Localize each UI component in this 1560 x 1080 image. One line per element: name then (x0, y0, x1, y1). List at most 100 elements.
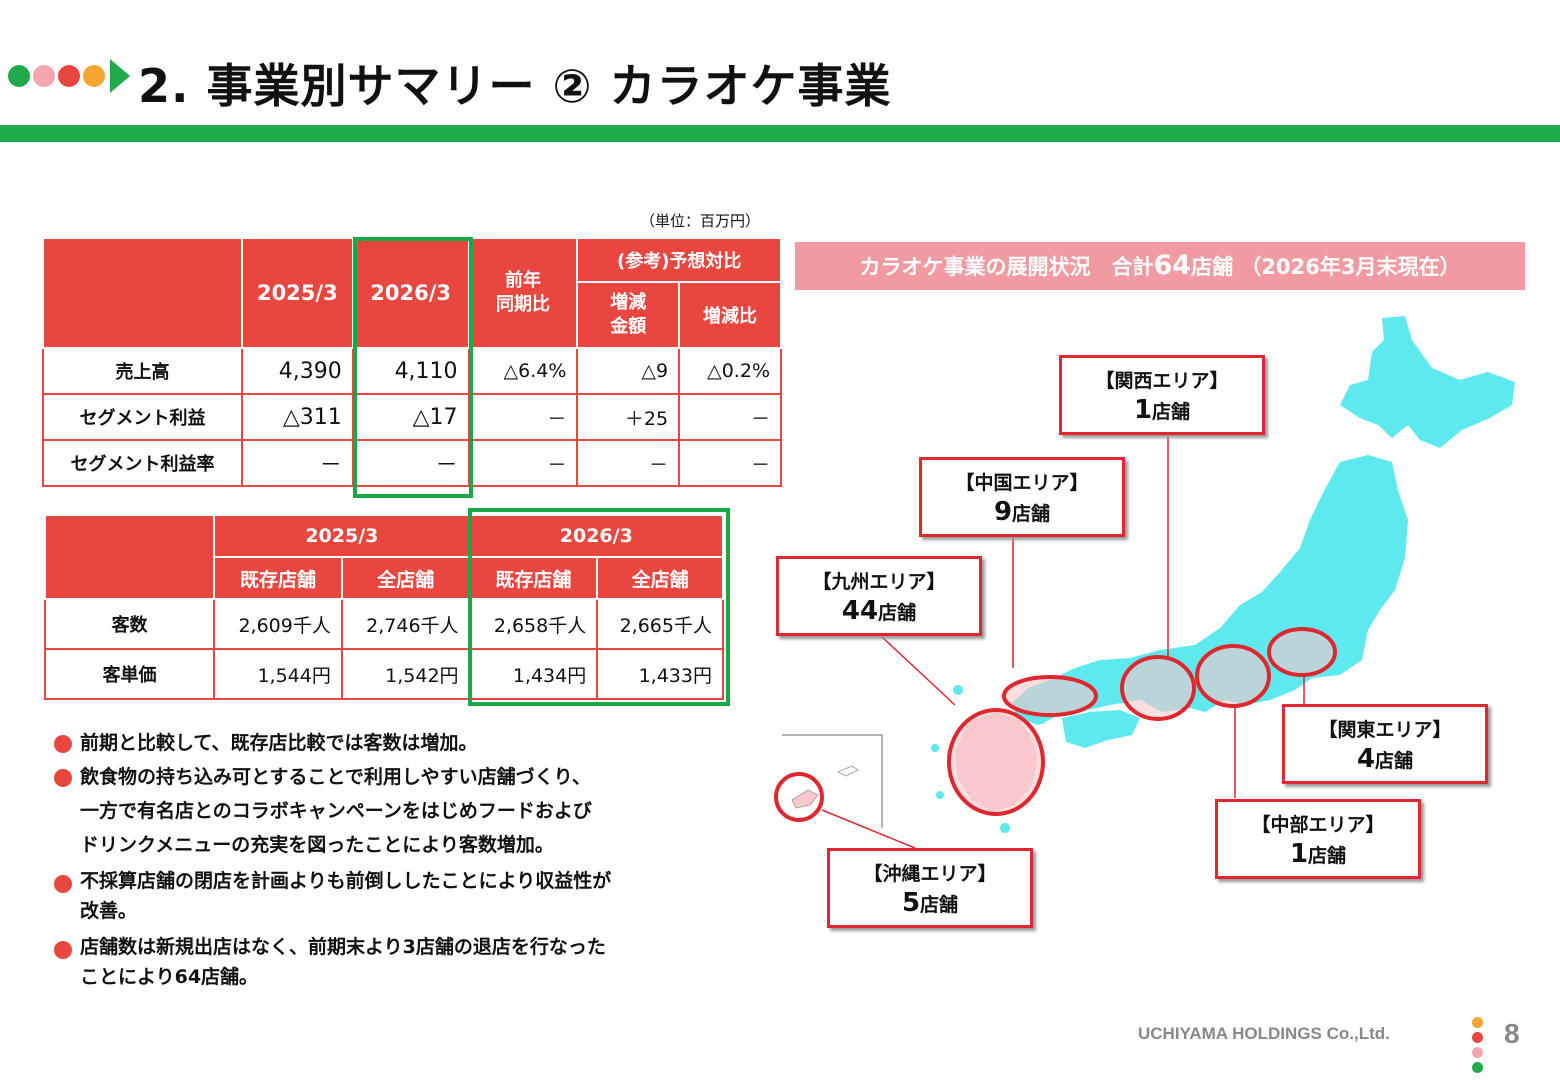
table-cell: 2,665千人 (596, 598, 724, 650)
table-row: 客数 2,609千人 2,746千人 2,658千人 2,665千人 (43, 598, 724, 650)
arrow-right-icon (110, 59, 130, 93)
area-store-unit: 店舗 (878, 602, 917, 624)
table-cell: 2,658千人 (468, 598, 599, 650)
bullet-item: 店舗数は新規出店はなく、前期末より3店舗の退店を行なった ことにより64店舗。 (54, 932, 754, 992)
area-box-kyushu: 【九州エリア】 44店舗 (776, 556, 982, 636)
table-row: 客単価 1,544円 1,542円 1,434円 1,433円 (43, 648, 724, 700)
area-store-count: 9 (993, 497, 1013, 527)
green-dot-icon (8, 65, 30, 87)
banner-text-post: 店舗 （2026年3月末現在） (1191, 255, 1461, 279)
kpi-header-fy2026: 2026/3 (468, 514, 725, 558)
pl-header-ref-diff: 増減 金額 (576, 281, 681, 349)
island-shape (1038, 716, 1046, 724)
bullet-dot-icon (54, 769, 72, 787)
area-store-count: 4 (1356, 744, 1376, 774)
table-cell: 1,542円 (340, 648, 471, 700)
area-box-chugoku: 【中国エリア】 9店舗 (919, 457, 1125, 537)
footer-dot-icon (1472, 1032, 1483, 1043)
kpi-header-existing: 既存店舗 (468, 556, 599, 600)
bullet-line: 前期と比較して、既存店比較では客数は増加。 (80, 732, 478, 754)
area-count: 44店舗 (779, 596, 979, 626)
cell-fy2025: 4,390 (240, 347, 354, 395)
area-count: 5店舗 (830, 888, 1030, 918)
bullet-item: 不採算店舗の閉店を計画よりも前倒ししたことにより収益性が 改善。 (54, 866, 754, 926)
pl-table: 2025/3 2026/3 前年 同期比 (参考)予想対比 増減 金額 増減比 … (42, 237, 782, 487)
area-store-unit: 店舗 (1375, 750, 1414, 772)
shikoku-shape (1062, 710, 1140, 748)
table-cell: 1,434円 (468, 648, 599, 700)
row-label: 売上高 (42, 347, 243, 395)
title-underline (0, 125, 1560, 142)
pl-header-ref-rate: 増減比 (678, 281, 782, 349)
highlight-fy2026-column (353, 237, 473, 498)
hokkaido-shape (1340, 316, 1515, 448)
page-title: 2. 事業別サマリー ② カラオケ事業 (138, 59, 892, 113)
table-row: セグメント利益 △311 △17 － ＋25 － (42, 393, 782, 441)
row-label: セグメント利益 (42, 393, 243, 441)
table-row: 売上高 4,390 4,110 △6.4% △9 △0.2% (42, 347, 782, 395)
area-box-kanto: 【関東エリア】 4店舗 (1282, 704, 1488, 784)
pink-dot-icon (33, 65, 55, 87)
kyushu-marker (947, 708, 1045, 816)
bullet-list: 前期と比較して、既存店比較では客数は増加。 飲食物の持ち込み可とすることで利用し… (54, 726, 754, 992)
banner-store-total: 64 (1153, 250, 1192, 281)
area-name: 【中国エリア】 (955, 472, 1089, 494)
banner-text-pre: カラオケ事業の展開状況 合計 (859, 255, 1154, 279)
kansai-marker (1120, 655, 1196, 721)
cell-fy2026: － (351, 439, 470, 487)
area-count: 4店舗 (1285, 744, 1485, 774)
table-cell: 1,433円 (596, 648, 724, 700)
kpi-table: 2025/3 2026/3 既存店舗 全店舗 既存店舗 全店舗 客数 2,609… (43, 514, 725, 700)
bullet-dot-icon (54, 941, 72, 959)
cell-ref-rate: － (678, 439, 782, 487)
cell-ref-diff: ＋25 (576, 393, 681, 441)
area-count: 1店舗 (1062, 395, 1262, 425)
area-count: 1店舗 (1218, 839, 1418, 869)
pl-header-yoy: 前年 同期比 (467, 237, 579, 349)
area-name: 【九州エリア】 (812, 571, 946, 593)
island-shape (837, 765, 859, 777)
cell-fy2025: － (240, 439, 354, 487)
title-decoration (8, 59, 130, 93)
bullet-dot-icon (54, 875, 72, 893)
chubu-marker (1195, 644, 1271, 708)
bullet-line: ドリンクメニューの充実を図ったことにより客数増加。 (80, 834, 554, 856)
area-box-kansai: 【関西エリア】 1店舗 (1059, 355, 1265, 435)
kpi-header-blank (43, 514, 216, 600)
okinawa-marker (774, 772, 824, 822)
cell-fy2025: △311 (240, 393, 354, 441)
table-cell: 2,609千人 (213, 598, 343, 650)
area-store-unit: 店舗 (1012, 503, 1051, 525)
area-box-chubu: 【中部エリア】 1店舗 (1215, 799, 1421, 879)
bullet-line: 店舗数は新規出店はなく、前期末より3店舗の退店を行なった (80, 936, 606, 958)
cell-yoy: － (467, 393, 579, 441)
chugoku-marker (1002, 675, 1098, 717)
kyushu-leader-line (881, 636, 956, 706)
area-store-count: 5 (901, 888, 921, 918)
area-box-okinawa: 【沖縄エリア】 5店舗 (827, 848, 1033, 928)
area-store-unit: 店舗 (920, 894, 959, 916)
footer-dot-icon (1472, 1017, 1483, 1028)
company-name: UCHIYAMA HOLDINGS Co.,Ltd. (1138, 1024, 1390, 1043)
cell-yoy: △6.4% (467, 347, 579, 395)
area-name: 【関東エリア】 (1318, 719, 1452, 741)
okinawa-leader-line (821, 809, 916, 849)
kanto-marker (1267, 627, 1337, 677)
bullet-dot-icon (54, 735, 72, 753)
bullet-line: 改善。 (80, 900, 138, 922)
island-shape (953, 685, 963, 695)
cell-fy2026: 4,110 (351, 347, 470, 395)
kpi-header-all: 全店舗 (340, 556, 471, 600)
cell-yoy: － (467, 439, 579, 487)
table-cell: 1,544円 (213, 648, 343, 700)
bullet-line: 不採算店舗の閉店を計画よりも前倒ししたことにより収益性が (80, 870, 612, 892)
pl-header-fy2025: 2025/3 (240, 237, 354, 349)
bullet-line: 一方で有名店とのコラボキャンペーンをはじめフードおよび (80, 800, 592, 822)
row-label: セグメント利益率 (42, 439, 243, 487)
highlight-fy2026-block (468, 508, 730, 706)
area-store-unit: 店舗 (1308, 845, 1347, 867)
red-dot-icon (58, 65, 80, 87)
island-shape (1000, 823, 1010, 833)
row-label: 客数 (43, 598, 216, 650)
area-name: 【沖縄エリア】 (863, 863, 997, 885)
